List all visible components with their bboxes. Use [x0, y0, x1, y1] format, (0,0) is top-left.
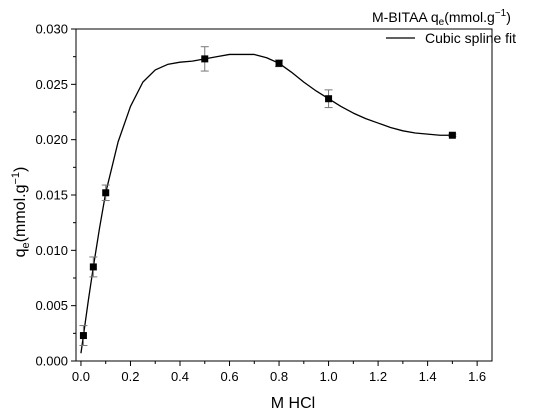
x-tick-label: 1.6	[468, 369, 486, 384]
y-axis-title: qe(mmol.g−1)	[10, 167, 32, 258]
x-tick-label: 0.8	[270, 369, 288, 384]
plot-frame	[75, 28, 493, 362]
x-tick-label: 1.4	[419, 369, 437, 384]
plot-area: 0.0 0.2 0.4 0.6 0.8 1.0 1.2 1.4 1.6 0.000 0.005 0.0…	[35, 22, 493, 384]
data-point	[275, 59, 283, 67]
y-tick-label: 0.010	[35, 243, 68, 258]
y-tick-label: 0.020	[35, 132, 68, 147]
data-point	[448, 131, 456, 139]
x-tick-label: 0.0	[72, 369, 90, 384]
data-point	[89, 263, 97, 271]
y-tick-label: 0.000	[35, 354, 68, 369]
y-tick-label: 0.030	[35, 22, 68, 37]
x-tick-label: 0.4	[171, 369, 189, 384]
x-axis-title: M HCl	[271, 395, 315, 412]
x-tick-label: 0.2	[121, 369, 139, 384]
legend-label-points: M-BITAA qe(mmol.g−1)	[372, 8, 511, 28]
data-point	[325, 95, 333, 103]
y-tick-label: 0.015	[35, 188, 68, 203]
data-point	[201, 55, 209, 63]
data-point	[79, 332, 87, 340]
data-point	[102, 189, 110, 197]
x-tick-label: 0.6	[220, 369, 238, 384]
spline-fit-line	[80, 53, 453, 354]
legend: M-BITAA qe(mmol.g−1) Cubic spline fit	[372, 8, 516, 46]
x-tick-label: 1.0	[320, 369, 338, 384]
y-tick-label: 0.005	[35, 298, 68, 313]
legend-label-fit: Cubic spline fit	[425, 30, 516, 46]
y-tick-label: 0.025	[35, 77, 68, 92]
x-tick-label: 1.2	[369, 369, 387, 384]
